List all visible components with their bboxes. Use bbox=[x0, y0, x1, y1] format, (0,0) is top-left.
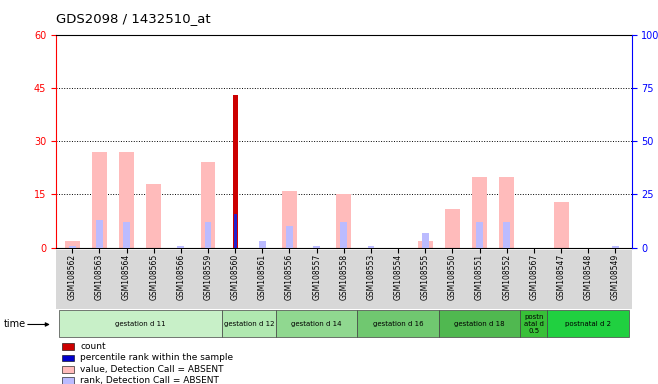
Bar bbox=[612, 245, 619, 248]
FancyBboxPatch shape bbox=[59, 310, 222, 338]
Bar bbox=[201, 162, 215, 248]
Bar bbox=[445, 209, 460, 248]
Bar bbox=[64, 240, 80, 248]
Text: gestation d 14: gestation d 14 bbox=[291, 321, 342, 326]
Bar bbox=[92, 152, 107, 248]
Bar bbox=[62, 366, 74, 372]
FancyBboxPatch shape bbox=[357, 310, 439, 338]
Bar bbox=[503, 222, 510, 248]
Text: count: count bbox=[80, 342, 106, 351]
Bar bbox=[422, 233, 428, 248]
Text: postn
atal d
0.5: postn atal d 0.5 bbox=[524, 313, 544, 334]
Text: percentile rank within the sample: percentile rank within the sample bbox=[80, 353, 233, 362]
Bar bbox=[205, 222, 211, 248]
Text: time: time bbox=[3, 319, 26, 329]
Text: postnatal d 2: postnatal d 2 bbox=[565, 321, 611, 326]
Bar bbox=[123, 222, 130, 248]
Text: rank, Detection Call = ABSENT: rank, Detection Call = ABSENT bbox=[80, 376, 219, 384]
FancyBboxPatch shape bbox=[547, 310, 629, 338]
Bar bbox=[62, 377, 74, 384]
Bar bbox=[259, 241, 266, 248]
Text: GDS2098 / 1432510_at: GDS2098 / 1432510_at bbox=[56, 12, 211, 25]
Bar bbox=[96, 220, 103, 248]
Bar bbox=[476, 222, 483, 248]
Text: value, Detection Call = ABSENT: value, Detection Call = ABSENT bbox=[80, 365, 224, 374]
Bar bbox=[336, 194, 351, 248]
Bar bbox=[119, 152, 134, 248]
FancyBboxPatch shape bbox=[222, 310, 276, 338]
Bar bbox=[499, 177, 514, 248]
Bar bbox=[340, 222, 347, 248]
Bar bbox=[69, 245, 76, 248]
Bar bbox=[472, 177, 487, 248]
Bar bbox=[286, 227, 293, 248]
Bar bbox=[146, 184, 161, 248]
Bar bbox=[368, 245, 374, 248]
Text: gestation d 11: gestation d 11 bbox=[114, 321, 165, 326]
Bar bbox=[313, 245, 320, 248]
Bar bbox=[62, 355, 74, 361]
FancyBboxPatch shape bbox=[276, 310, 357, 338]
Bar bbox=[234, 214, 237, 248]
Bar bbox=[233, 95, 238, 248]
Bar bbox=[282, 191, 297, 248]
Text: gestation d 16: gestation d 16 bbox=[373, 321, 424, 326]
Bar bbox=[178, 245, 184, 248]
Text: gestation d 12: gestation d 12 bbox=[224, 321, 274, 326]
FancyBboxPatch shape bbox=[439, 310, 520, 338]
Bar bbox=[418, 240, 433, 248]
Bar bbox=[62, 343, 74, 349]
Text: gestation d 18: gestation d 18 bbox=[454, 321, 505, 326]
FancyBboxPatch shape bbox=[520, 310, 547, 338]
Bar bbox=[553, 202, 569, 248]
